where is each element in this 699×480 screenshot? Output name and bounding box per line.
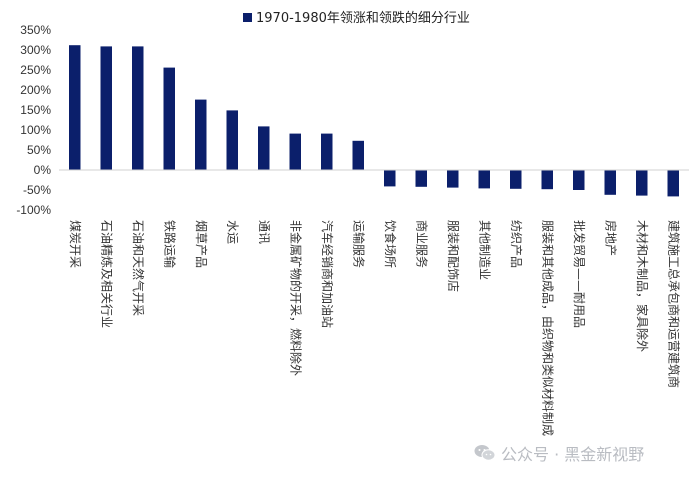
bar bbox=[478, 170, 490, 189]
x-category-label: 建筑施工总承包商和运营建筑商 bbox=[666, 220, 681, 388]
bar bbox=[447, 170, 459, 188]
x-axis-labels: 煤炭开采 石油精炼及相关行业 石油和天然气开采 铁路运输 烟草产品 水运 通讯 非金属矿物的开… bbox=[68, 220, 682, 436]
y-tick-label: 250% bbox=[20, 63, 51, 77]
y-tick-label: 150% bbox=[20, 103, 51, 117]
y-tick-label: -50% bbox=[23, 183, 51, 197]
x-category-label: 木材和木制品，家具除外 bbox=[635, 220, 650, 352]
x-category-label: 商业服务 bbox=[414, 220, 429, 268]
x-category-label: 石油精炼及相关行业 bbox=[99, 220, 114, 328]
x-category-label: 服装和其他成品，由织物和类似材料制成 bbox=[540, 220, 554, 436]
bars bbox=[69, 45, 679, 197]
bar bbox=[510, 170, 522, 189]
bar bbox=[604, 170, 616, 195]
x-category-label: 铁路运输 bbox=[162, 220, 177, 268]
bar bbox=[289, 133, 301, 170]
x-category-label: 烟草产品 bbox=[194, 220, 208, 268]
bar bbox=[258, 126, 270, 170]
bar bbox=[132, 46, 144, 170]
x-category-label: 纺织产品 bbox=[509, 220, 523, 268]
bar bbox=[352, 140, 364, 170]
bar bbox=[541, 170, 553, 190]
x-category-label: 饮食场所 bbox=[383, 220, 398, 268]
bar bbox=[636, 170, 648, 196]
watermark-text: 公众号 · 黑金新视野 bbox=[501, 445, 645, 464]
y-tick-label: 300% bbox=[20, 43, 51, 57]
bar bbox=[69, 45, 81, 171]
bar bbox=[163, 67, 175, 170]
bar bbox=[100, 46, 112, 170]
legend-swatch bbox=[243, 13, 252, 22]
bar bbox=[195, 99, 207, 170]
y-tick-label: 100% bbox=[20, 123, 51, 137]
x-category-label: 房地产 bbox=[603, 220, 618, 256]
x-category-label: 水运 bbox=[225, 220, 239, 244]
x-category-label: 汽车经销商和加油站 bbox=[320, 220, 335, 328]
bar bbox=[667, 170, 679, 197]
x-category-label: 其他制造业 bbox=[477, 220, 491, 280]
watermark: 公众号 · 黑金新视野 bbox=[474, 441, 644, 465]
x-category-label: 非金属矿物的开采，燃料除外 bbox=[288, 220, 303, 376]
x-category-label: 服装和配饰店 bbox=[446, 220, 460, 292]
y-axis: 350% 300% 250% 200% 150% 100% 50% 0% -50% -100% bbox=[16, 23, 51, 217]
x-category-label: 煤炭开采 bbox=[68, 220, 82, 268]
bar bbox=[384, 170, 396, 187]
x-category-label: 通讯 bbox=[257, 220, 271, 244]
bar bbox=[226, 110, 238, 170]
y-tick-label: 50% bbox=[27, 143, 51, 157]
bar bbox=[415, 170, 427, 187]
bar bbox=[321, 133, 333, 170]
x-category-label: 批发贸易——耐用品 bbox=[572, 220, 587, 328]
y-tick-label: 0% bbox=[34, 163, 52, 177]
legend-label: 1970-1980年领涨和领跌的细分行业 bbox=[256, 10, 470, 26]
x-category-label: 运输服务 bbox=[351, 220, 366, 268]
y-tick-label: -100% bbox=[16, 203, 51, 217]
legend: 1970-1980年领涨和领跌的细分行业 bbox=[243, 10, 470, 26]
y-tick-label: 200% bbox=[20, 83, 51, 97]
bar bbox=[573, 170, 585, 190]
x-category-label: 石油和天然气开采 bbox=[131, 220, 146, 316]
wechat-icon bbox=[474, 445, 496, 461]
y-tick-label: 350% bbox=[20, 23, 51, 37]
